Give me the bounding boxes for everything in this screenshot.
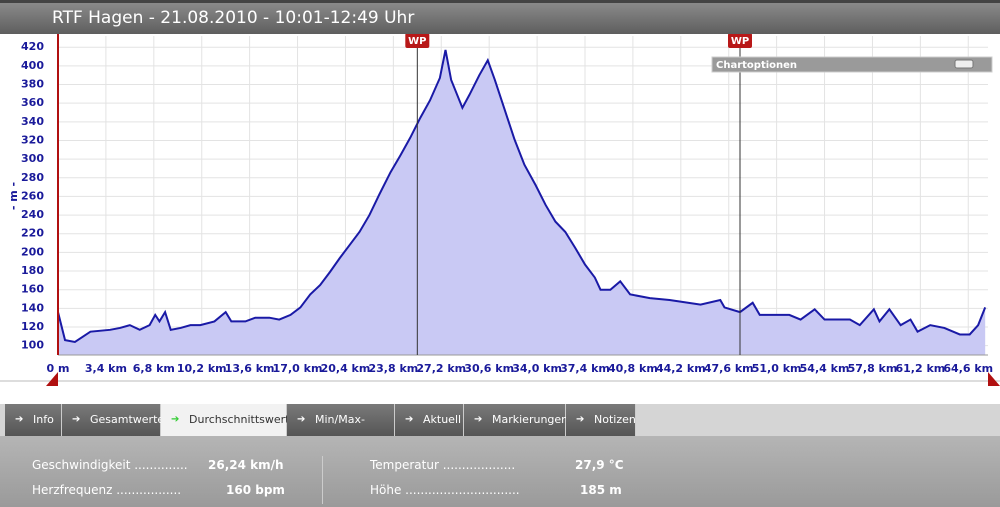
y-tick-label: 300 [21,152,44,165]
x-tick-label: 13,6 km [225,362,275,375]
y-tick-label: 180 [21,264,44,277]
stat-label: Temperatur ................... [370,458,516,472]
x-tick-label: 27,2 km [416,362,466,375]
x-tick-label: 47,6 km [704,362,754,375]
x-tick-label: 64,6 km [943,362,993,375]
x-tick-label: 6,8 km [133,362,175,375]
x-tick-label: 0 m [47,362,70,375]
tab[interactable]: Gesamtwerte [62,404,164,436]
x-tick-label: 54,4 km [800,362,850,375]
tab[interactable]: Info [5,404,62,436]
tab-bar: InfoGesamtwerteDurchschnittswerteMin/Max… [0,404,1000,458]
waypoint-badge [728,33,752,48]
tab[interactable]: Notizen [566,404,636,436]
range-handle [988,372,1000,386]
title: RTF Hagen - 21.08.2010 - 10:01-12:49 Uhr [52,8,415,28]
stat-value: 27,9 °C [575,458,624,472]
x-tick-label: 61,2 km [895,362,945,375]
tab[interactable]: Min/Max-Werte [287,404,395,458]
y-tick-label: 340 [21,115,44,128]
chart-options-box [711,56,993,73]
y-tick-label: 240 [21,208,44,221]
y-tick-label: 360 [21,96,44,109]
y-tick-label: 200 [21,245,44,258]
y-axis-label: - m - [7,182,20,210]
stat-label: Herzfrequenz ................. [32,483,182,497]
x-tick-label: 44,2 km [656,362,706,375]
y-tick-label: 260 [21,189,44,202]
x-tick-label: 20,4 km [321,362,371,375]
tab[interactable]: Markierungen [464,404,568,436]
waypoint-badge [405,33,430,48]
stat-value: 185 m [580,483,622,497]
x-tick-label: 23,8 km [368,362,418,375]
x-tick-label: 30,6 km [464,362,514,375]
y-tick-label: 380 [21,78,44,91]
chart-options-toggle[interactable] [954,59,974,69]
y-tick-label: 160 [21,283,44,296]
y-tick-label: 280 [21,171,44,184]
x-tick-label: 34,0 km [512,362,562,375]
waypoint-label: WP [731,36,749,47]
y-tick-label: 140 [21,301,44,314]
y-tick-label: 120 [21,320,44,333]
y-tick-label: 400 [21,59,44,72]
stat-label: Geschwindigkeit .............. [32,458,188,472]
stat-value: 26,24 km/h [208,458,284,472]
y-tick-label: 100 [21,339,44,352]
x-tick-label: 3,4 km [85,362,127,375]
waypoint-label: WP [408,36,426,47]
x-tick-label: 57,8 km [848,362,898,375]
area [58,49,986,356]
chart: 100 120 140 160 180 200 220 240 260 280 300 320 340 3… [0,33,1000,386]
stat-value: 160 bpm [226,483,285,497]
tab[interactable]: Durchschnittswerte [161,404,296,436]
stats-panel: Geschwindigkeit .............. 26,24 km/h… [0,436,1000,507]
x-tick-label: 17,0 km [273,362,323,375]
x-tick-label: 10,2 km [177,362,227,375]
range-handle [46,372,58,386]
tab[interactable]: Aktuell [395,404,464,436]
x-tick-label: 51,0 km [752,362,802,375]
line [57,49,987,344]
y-tick-label: 220 [21,227,44,240]
x-tick-label: 37,4 km [560,362,610,375]
stat-label: Höhe .............................. [370,483,520,497]
chart-options-label: Chartoptionen [716,60,797,71]
title-bar: RTF Hagen - 21.08.2010 - 10:01-12:49 Uhr [0,0,1000,34]
separator [322,456,323,504]
y-tick-label: 320 [21,133,44,146]
x-tick-label: 40,8 km [608,362,658,375]
y-tick-label: 420 [21,40,44,53]
